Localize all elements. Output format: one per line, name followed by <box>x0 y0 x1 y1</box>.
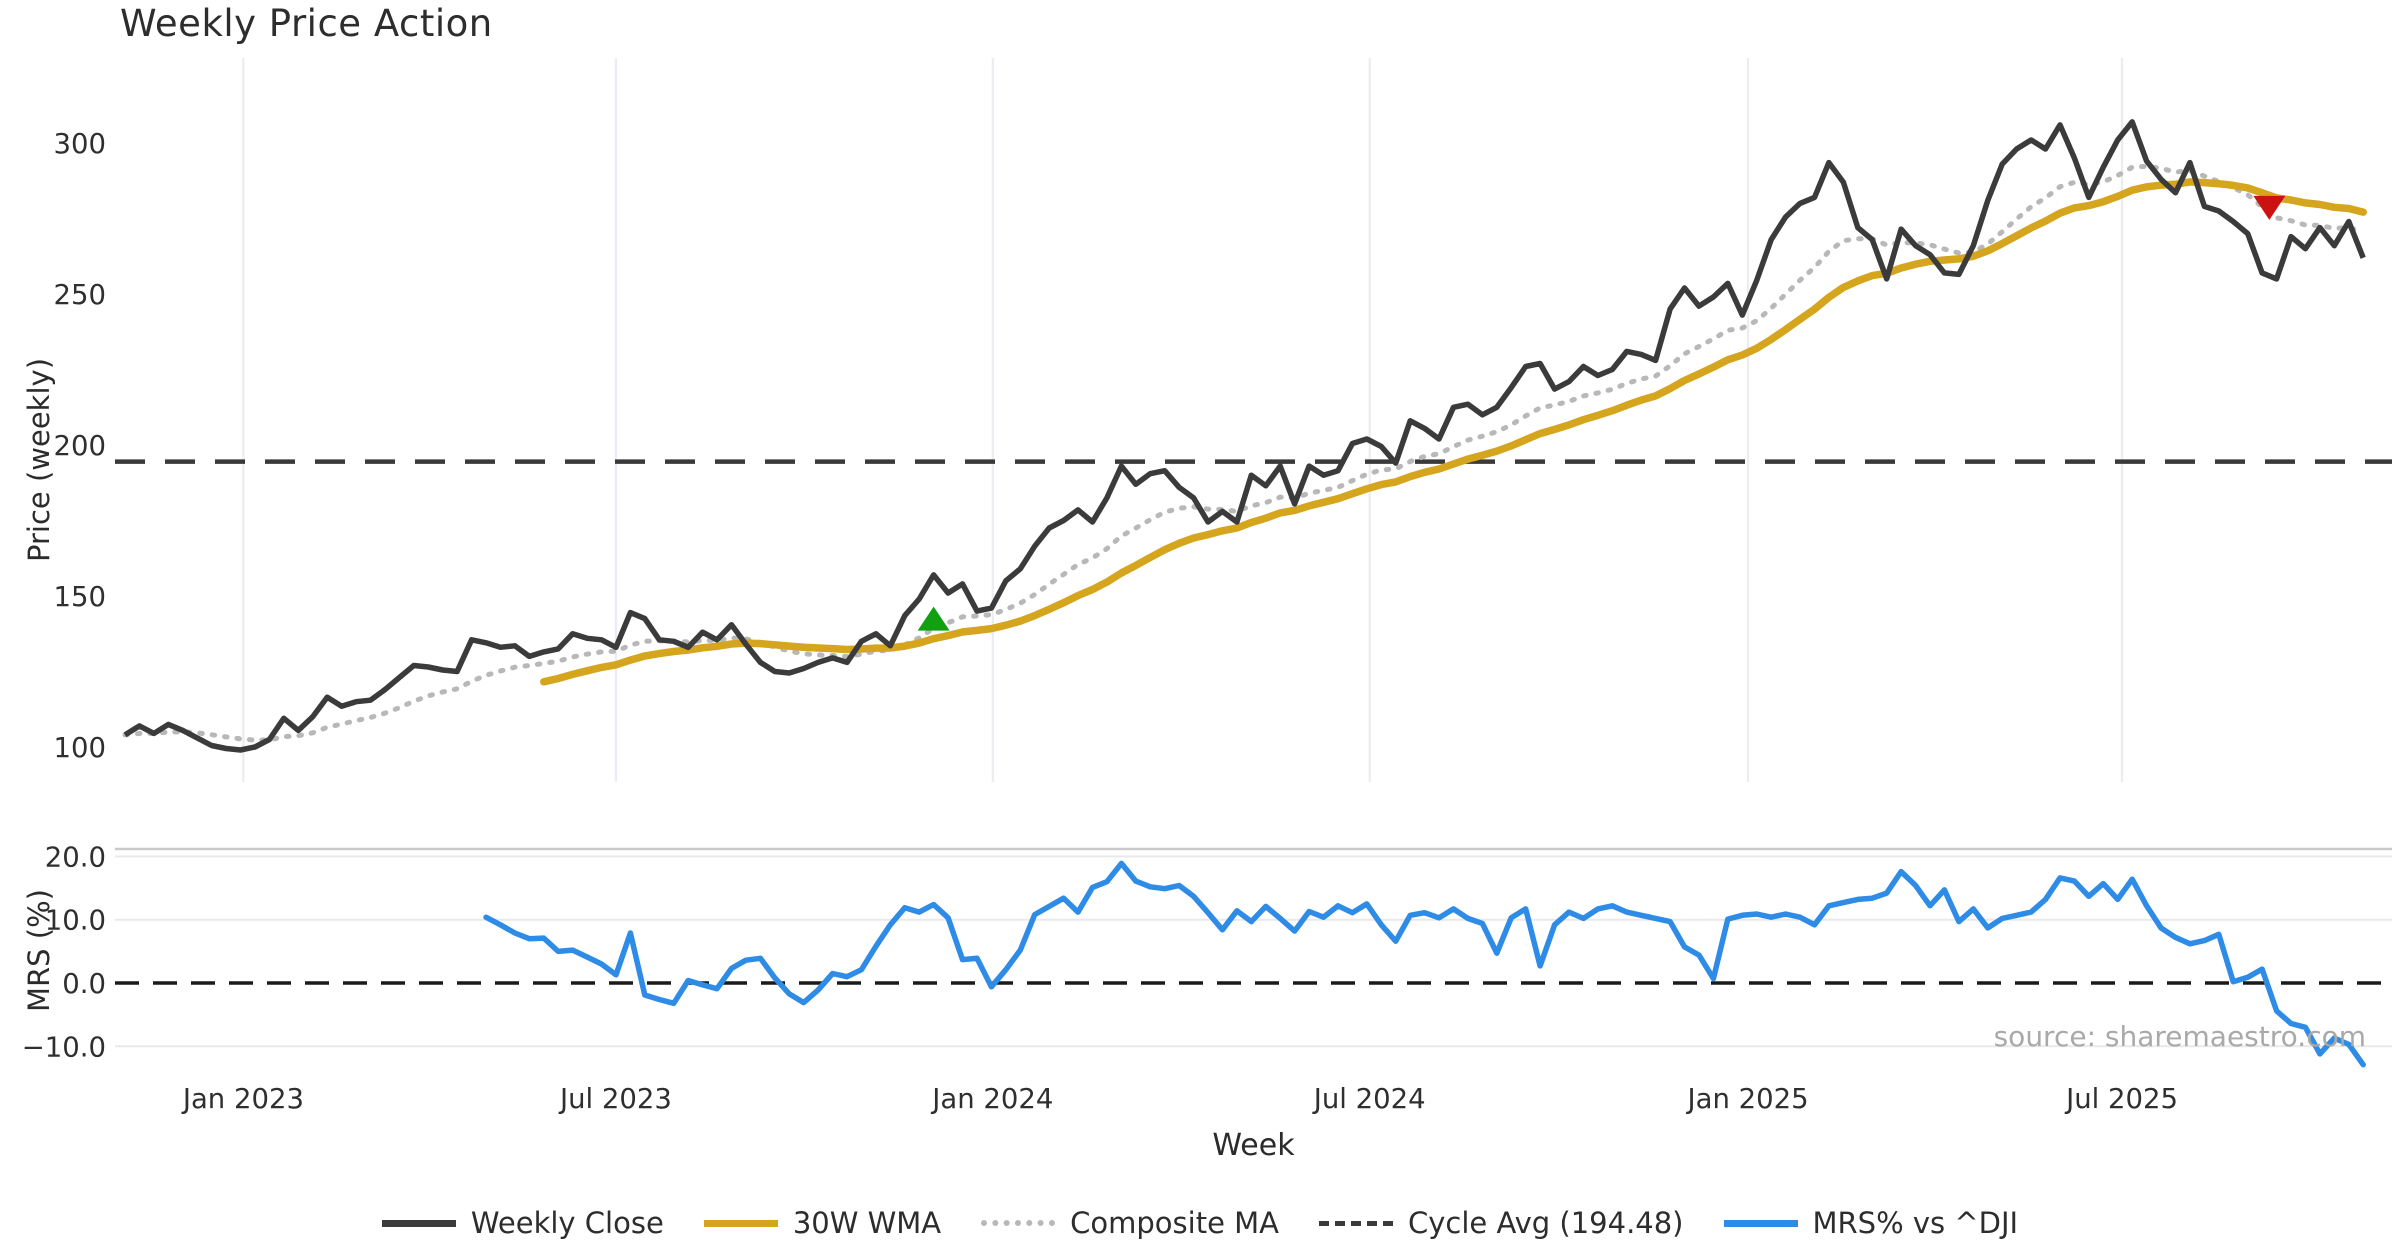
price-ytick-4: 100 <box>54 732 107 764</box>
legend-item-cycle-avg-194-48-: Cycle Avg (194.48) <box>1319 1206 1684 1240</box>
mrs-ytick-1: 10.0 <box>45 905 106 937</box>
buy-signal-marker <box>917 606 950 631</box>
xtick-label-1: Jul 2023 <box>558 1083 672 1115</box>
mrs-ytick-0: 20.0 <box>45 841 106 873</box>
legend-item-weekly-close: Weekly Close <box>381 1206 664 1240</box>
mrs-ytick-3: −10.0 <box>22 1031 106 1063</box>
mrs-ytick-2: 0.0 <box>62 968 106 1000</box>
legend-swatch <box>981 1220 1056 1226</box>
legend-label: Cycle Avg (194.48) <box>1408 1206 1684 1240</box>
mrs-line <box>483 860 2366 1068</box>
mrs-axis-label: MRS (%) <box>22 889 56 1012</box>
xtick-label-5: Jul 2025 <box>2064 1083 2178 1115</box>
source-attribution: source: sharemaestro.com <box>1993 1020 2366 1053</box>
xtick-label-2: Jan 2024 <box>930 1083 1053 1115</box>
xtick-label-4: Jan 2025 <box>1685 1083 1808 1115</box>
composite-ma-line <box>122 163 2366 743</box>
price-ytick-1: 250 <box>54 279 107 311</box>
legend-label: MRS% vs ^DJI <box>1812 1206 2019 1240</box>
legend-swatch <box>1319 1220 1393 1226</box>
legend-item-composite-ma: Composite MA <box>981 1206 1279 1240</box>
xtick-label-0: Jan 2023 <box>181 1083 304 1115</box>
week-axis-label: Week <box>1212 1128 1295 1163</box>
xtick-label-3: Jul 2024 <box>1312 1083 1426 1115</box>
legend-swatch <box>703 1219 778 1227</box>
legend-item-30w-wma: 30W WMA <box>703 1206 942 1240</box>
legend-swatch <box>1723 1219 1798 1227</box>
price-ytick-2: 200 <box>54 430 107 462</box>
price-axis-label: Price (weekly) <box>22 357 56 562</box>
weekly-close-line <box>123 119 2366 753</box>
price-ytick-0: 300 <box>54 128 107 160</box>
legend-swatch <box>381 1219 456 1227</box>
price-ytick-3: 150 <box>54 581 107 613</box>
chart-title: Weekly Price Action <box>120 2 493 45</box>
legend-label: Weekly Close <box>470 1206 664 1240</box>
legend-item-mrs-vs-dji: MRS% vs ^DJI <box>1723 1206 2019 1240</box>
sell-signal-marker <box>2253 195 2286 220</box>
chart-legend: Weekly Close 30W WMA Composite MA Cycle Avg… <box>0 1206 2400 1240</box>
wma-line <box>540 178 2367 686</box>
legend-label: 30W WMA <box>792 1206 942 1240</box>
legend-label: Composite MA <box>1070 1206 1279 1240</box>
